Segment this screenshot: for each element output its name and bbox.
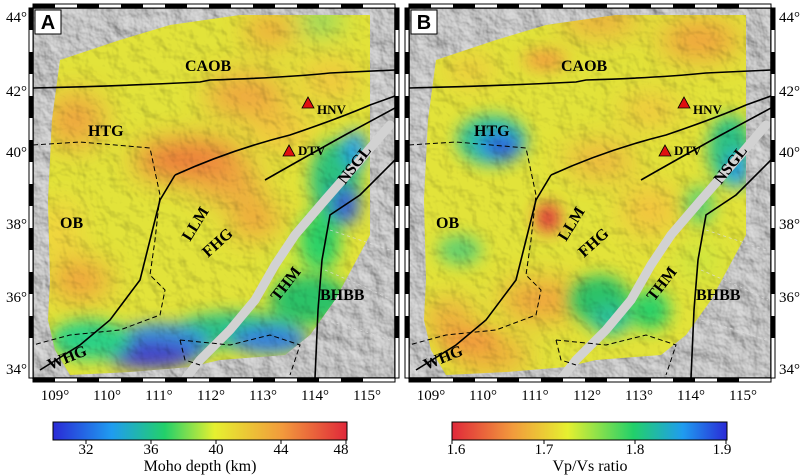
colorbar-b-title: Vp/Vs ratio (552, 458, 627, 475)
svg-text:44°: 44° (779, 10, 800, 26)
station-hnv-label: HNV (693, 102, 723, 117)
label-caob: CAOB (185, 58, 232, 75)
svg-text:111°: 111° (145, 388, 172, 404)
panel-label-b: B (417, 12, 431, 34)
lat-ticks-b: 44° 42° 40° 38° 36° 34° (779, 10, 800, 378)
colorbar-b-tick: 1.6 (447, 442, 466, 458)
station-dtv-label: DTV (674, 143, 702, 158)
lat-ticks-a: 44° 42° 40° 38° 36° 34° (6, 10, 27, 378)
svg-text:38°: 38° (779, 217, 800, 233)
colorbar-a-tick: 36 (144, 442, 160, 458)
station-dtv-label: DTV (298, 143, 326, 158)
label-htg: HTG (474, 123, 510, 140)
basin-boundaries (409, 141, 677, 376)
colorbar-a-ticks (85, 440, 347, 444)
svg-text:109°: 109° (417, 388, 446, 404)
lon-ticks-a: 109° 110° 111° 112° 113° 114° 115° (41, 388, 381, 404)
moho-depth-field (48, 15, 370, 375)
label-caob: CAOB (561, 58, 608, 75)
colorbar-a-tick: 32 (79, 442, 94, 458)
svg-text:34°: 34° (779, 362, 800, 378)
panel-a-moho-depth: A CAOB HTG OB LLM FHG THM NSGL BHBB WHG … (6, 3, 400, 475)
colorbar-b-tick: 1.8 (626, 442, 645, 458)
label-bhbb: BHBB (320, 287, 365, 304)
basin-boundaries (33, 141, 301, 376)
nsgl-band (181, 120, 395, 378)
svg-text:40°: 40° (6, 145, 27, 161)
tectonic-boundaries (409, 69, 771, 378)
svg-text:112°: 112° (197, 388, 225, 404)
svg-text:36°: 36° (6, 290, 27, 306)
label-ob: OB (436, 215, 459, 232)
frame-ticks-b (404, 3, 776, 383)
label-ob: OB (60, 215, 83, 232)
station-hnv-triangle[interactable] (301, 96, 315, 109)
svg-text:36°: 36° (779, 290, 800, 306)
colorbar-a-title: Moho depth (km) (144, 458, 257, 475)
colorbar-b (451, 421, 728, 441)
nsgl-band (557, 120, 771, 378)
svg-text:34°: 34° (6, 362, 27, 378)
station-dtv-triangle[interactable] (282, 144, 296, 157)
svg-text:44°: 44° (6, 10, 27, 26)
colorbar-b-tick: 1.9 (713, 442, 732, 458)
svg-text:110°: 110° (93, 388, 121, 404)
svg-text:42°: 42° (779, 84, 800, 100)
lon-ticks-b: 109° 110° 111° 112° 113° 114° 115° (417, 388, 757, 404)
svg-text:115°: 115° (353, 388, 381, 404)
colorbar-b-tick: 1.7 (535, 442, 554, 458)
label-htg: HTG (88, 123, 124, 140)
colorbar-a (52, 421, 348, 441)
svg-text:112°: 112° (573, 388, 601, 404)
panel-label-box-a (34, 9, 62, 35)
panel-label-a: A (41, 12, 55, 34)
colorbar-b-ticks (451, 440, 727, 444)
svg-text:40°: 40° (779, 145, 800, 161)
panel-b-vpvs-ratio: B CAOB HTG OB LLM FHG THM NSGL BHBB WHG … (404, 3, 800, 475)
svg-text:113°: 113° (625, 388, 653, 404)
svg-text:113°: 113° (249, 388, 277, 404)
svg-text:114°: 114° (301, 388, 329, 404)
tectonic-boundaries (33, 69, 395, 378)
label-bhbb: BHBB (696, 287, 741, 304)
colorbar-a-tick: 48 (334, 442, 349, 458)
svg-text:109°: 109° (41, 388, 70, 404)
station-hnv-triangle[interactable] (677, 96, 691, 109)
station-dtv-triangle[interactable] (658, 144, 672, 157)
svg-text:110°: 110° (469, 388, 497, 404)
panel-label-box-b (410, 9, 438, 35)
svg-text:111°: 111° (521, 388, 548, 404)
frame-ticks-a (28, 3, 400, 383)
svg-text:115°: 115° (729, 388, 757, 404)
vpvs-field (424, 15, 746, 375)
station-hnv-label: HNV (317, 102, 347, 117)
colorbar-a-tick: 40 (209, 442, 224, 458)
svg-text:38°: 38° (6, 217, 27, 233)
colorbar-a-tick: 44 (274, 442, 290, 458)
svg-text:114°: 114° (677, 388, 705, 404)
svg-text:42°: 42° (6, 84, 27, 100)
